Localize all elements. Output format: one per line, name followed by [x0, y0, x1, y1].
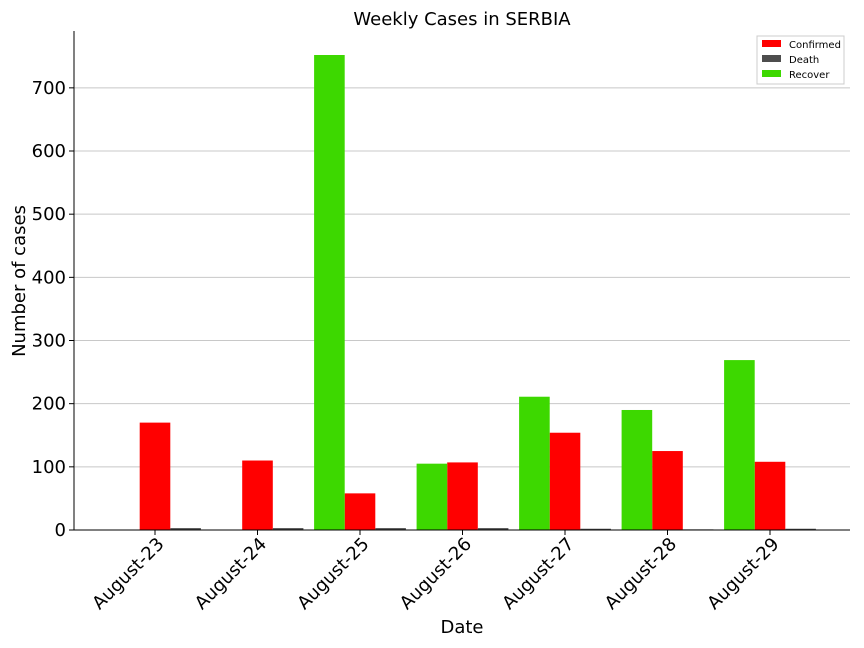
x-tick-label: August-28 [601, 534, 681, 614]
x-tick-label: August-25 [293, 534, 373, 614]
legend-label-recover: Recover [789, 70, 830, 81]
bar-death-august-25 [375, 528, 406, 530]
bar-confirmed-august-24 [242, 460, 273, 530]
bars [139, 55, 816, 530]
x-tick-label: August-26 [396, 534, 476, 614]
x-ticks: August-23 August-24 August-25 August-26 Augu… [88, 530, 784, 614]
y-tick-label: 500 [32, 204, 66, 225]
y-tick-label: 0 [55, 520, 66, 541]
x-tick-label: August-29 [703, 534, 783, 614]
bar-recover-august-27 [519, 396, 550, 530]
bar-recover-august-28 [621, 409, 653, 530]
y-tick-label: 700 [32, 78, 66, 99]
legend-swatch-confirmed [762, 40, 781, 47]
x-tick-label: August-23 [88, 534, 168, 614]
bar-death-august-24 [272, 528, 304, 530]
bar-death-august-27 [580, 528, 611, 530]
bar-confirmed-august-23 [139, 422, 171, 530]
y-tick-label: 600 [32, 141, 66, 162]
y-ticks: 0 100 200 300 400 500 600 700 [32, 78, 74, 541]
chart-title: Weekly Cases in SERBIA [353, 9, 571, 30]
x-tick-label: August-27 [498, 534, 578, 614]
y-axis-label: Number of cases [9, 205, 30, 357]
bar-confirmed-august-25 [344, 493, 376, 530]
bar-confirmed-august-29 [754, 461, 786, 530]
legend-swatch-recover [762, 70, 781, 77]
bar-death-august-29 [785, 528, 816, 530]
bar-death-august-23 [170, 528, 201, 530]
x-tick-label: August-24 [191, 534, 271, 614]
legend-label-confirmed: Confirmed [789, 40, 841, 51]
y-tick-label: 300 [32, 331, 66, 352]
legend-swatch-death [762, 55, 781, 62]
legend: Confirmed Death Recover [756, 35, 845, 85]
bar-death-august-26 [477, 528, 509, 530]
bar-recover-august-29 [724, 360, 755, 530]
x-axis-label: Date [440, 617, 483, 638]
y-tick-label: 100 [32, 457, 66, 478]
bar-confirmed-august-26 [447, 462, 478, 530]
y-tick-label: 200 [32, 394, 66, 415]
legend-label-death: Death [789, 55, 819, 66]
bar-recover-august-25 [314, 55, 345, 530]
gridlines [74, 87, 850, 468]
bar-recover-august-26 [416, 463, 448, 530]
bar-confirmed-august-27 [549, 432, 581, 530]
bar-confirmed-august-28 [652, 451, 683, 530]
y-tick-label: 400 [32, 267, 66, 288]
